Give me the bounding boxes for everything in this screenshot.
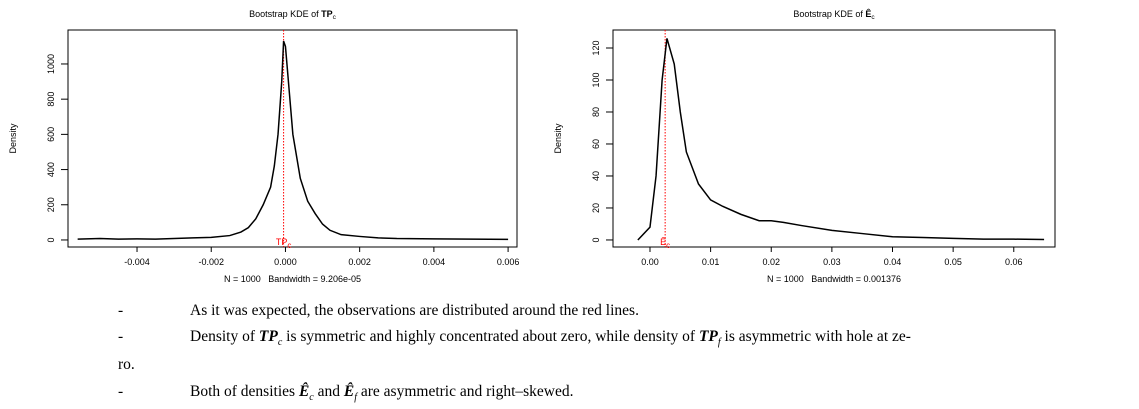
title-part: Ê [865,8,871,19]
title-part: c [333,14,337,21]
math: Ê [343,383,355,400]
title-part: Bootstrap KDE of [249,9,321,19]
x-tick-label: 0.04 [884,257,902,267]
x-tick-label: 0.002 [348,257,371,267]
x-tick-label: 0.02 [762,257,780,267]
title-part: TP [321,9,333,19]
y-axis-label: Density [553,123,563,154]
y-tick-label: 60 [591,139,601,149]
title-part: Bootstrap KDE of [793,9,865,19]
plot-frame [67,29,518,248]
x-tick-label: 0.01 [702,257,720,267]
y-tick-label: 80 [591,107,601,117]
math-sub: c [309,392,314,404]
text: and [313,383,344,400]
text: ro. [118,356,135,373]
reference-label-part: TP [276,237,288,247]
x-tick-label: 0.006 [497,257,520,267]
y-axis-label: Density [8,123,18,154]
bullet-marker: - [118,383,124,400]
reference-label: TPc [276,237,292,250]
chart-title: Bootstrap KDE of Êc [793,8,875,21]
reference-label-part: c [287,241,291,250]
text: is asymmetric with hole at ze- [720,328,911,345]
plot-frame [612,29,1056,248]
chart-title: Bootstrap KDE of TPc [249,9,337,21]
y-tick-label: 20 [591,203,601,213]
x-tick-label: 0.000 [274,257,297,267]
bullet-text: As it was expected, the observations are… [190,302,639,319]
charts: Bootstrap KDE of TPc02004006008001000-0.… [8,8,1056,284]
y-tick-label: 800 [46,92,56,107]
density-line [637,38,1045,241]
math-sub: c [277,337,283,349]
math-sub: f [717,337,721,349]
x-axis-label: N = 1000 Bandwidth = 0.001376 [767,274,901,284]
y-tick-label: 1000 [46,54,56,74]
reference-label-part: c [666,241,670,250]
y-tick-label: 40 [591,171,601,181]
math-sub: f [354,392,357,404]
y-tick-label: 400 [46,162,56,177]
x-tick-label: 0.06 [1005,257,1023,267]
x-tick-label: -0.002 [198,257,224,267]
reference-label-part: Ê [660,237,666,247]
x-tick-label: 0.004 [423,257,446,267]
x-tick-label: 0.03 [823,257,841,267]
x-axis-label: N = 1000 Bandwidth = 9.206e-05 [224,274,361,284]
text: are asymmetric and right–skewed. [357,383,574,400]
y-tick-label: 100 [591,72,601,87]
y-tick-label: 120 [591,40,601,55]
math: TP [258,328,278,345]
y-tick-label: 600 [46,127,56,142]
text: is symmetric and highly concentrated abo… [282,328,699,345]
bullet-text: Density of TPc is symmetric and highly c… [190,328,911,348]
y-tick-label: 0 [46,237,56,242]
density-line [77,40,509,241]
x-tick-label: 0.05 [944,257,962,267]
bullet-text: Both of densities Êc and Êf are asymmetr… [190,383,574,403]
bullet-marker: - [118,302,124,319]
text: Both of densities [190,383,299,400]
reference-label: Êc [660,237,670,250]
math: Ê [298,383,310,400]
x-tick-label: -0.004 [124,257,150,267]
text: Density of [190,328,259,345]
x-tick-label: 0.00 [641,257,659,267]
y-tick-label: 0 [591,237,601,242]
y-tick-label: 200 [46,197,56,212]
title-part: c [871,14,875,21]
bullet-marker: - [118,328,124,345]
math: TP [698,328,718,345]
